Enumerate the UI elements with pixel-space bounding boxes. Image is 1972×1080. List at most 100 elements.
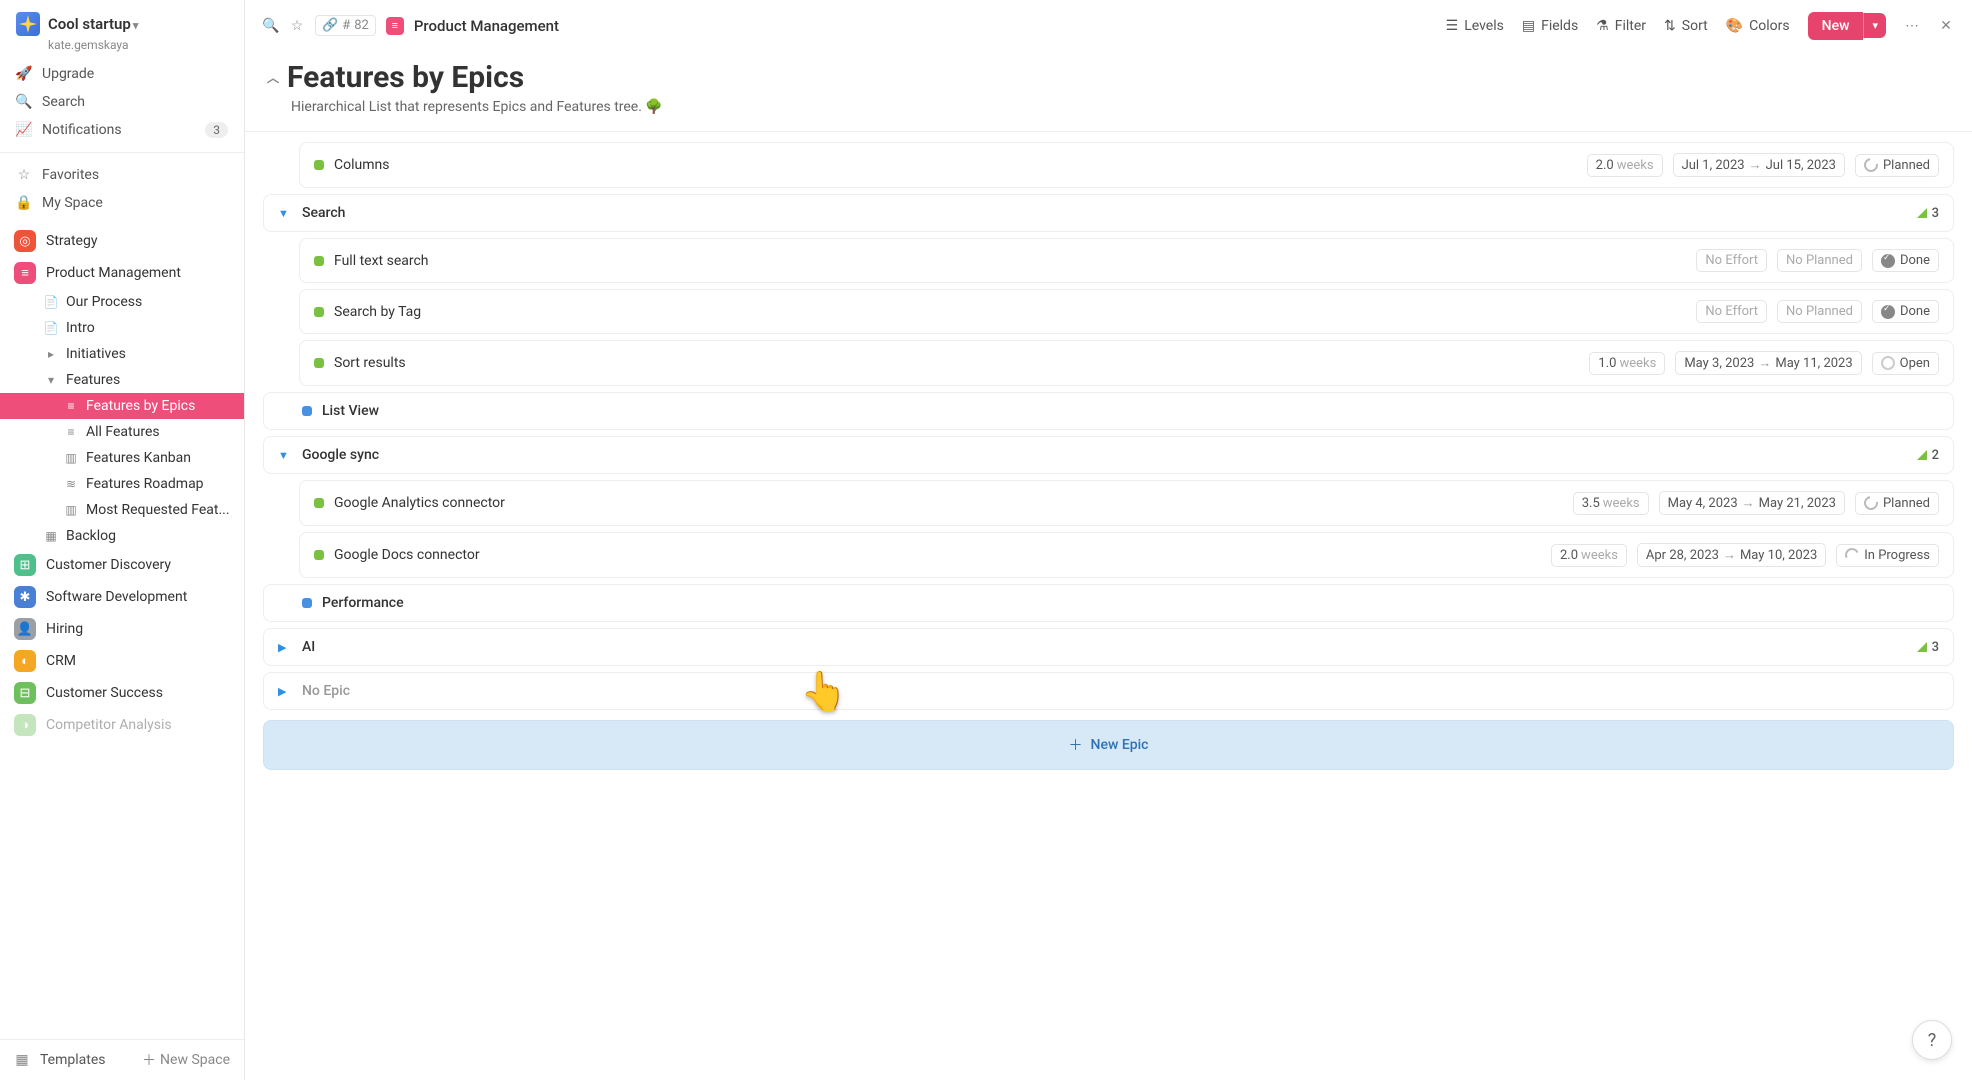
feature-row[interactable]: Search by TagNo EffortNo PlannedDone	[299, 289, 1954, 334]
epic-row[interactable]: Performance	[263, 584, 1954, 622]
tree-item[interactable]: ▦Backlog	[0, 523, 244, 549]
child-count: 3	[1917, 206, 1939, 221]
status-icon	[1861, 493, 1880, 512]
star-icon: ☆	[16, 167, 32, 183]
space-label: Product Management	[46, 265, 181, 281]
status-pill: Planned	[1855, 492, 1939, 515]
feature-row[interactable]: Columns2.0weeksJul 1, 2023→Jul 15, 2023P…	[299, 142, 1954, 188]
levels-button[interactable]: ☰Levels	[1446, 18, 1504, 34]
date-pill: Apr 28, 2023→May 10, 2023	[1637, 543, 1826, 567]
nav-favorites[interactable]: ☆Favorites	[0, 161, 244, 189]
status-icon	[1881, 254, 1895, 268]
feature-row[interactable]: Sort results1.0weeksMay 3, 2023→May 11, …	[299, 340, 1954, 386]
space-icon: ◑	[14, 714, 36, 736]
tree-item[interactable]: ▸Initiatives	[0, 341, 244, 367]
space-item-strategy[interactable]: ◎Strategy	[0, 225, 244, 257]
colors-button[interactable]: 🎨Colors	[1726, 18, 1790, 34]
expand-icon[interactable]: ▶	[278, 641, 292, 654]
expand-icon[interactable]: ▶	[278, 685, 292, 698]
space-label: CRM	[46, 653, 76, 669]
tree-icon: 📄	[44, 321, 58, 335]
feature-dot-icon	[314, 358, 324, 368]
status-pill: Done	[1872, 249, 1939, 272]
tree-icon: ▸	[44, 347, 58, 361]
space-item-crm[interactable]: ◐CRM	[0, 645, 244, 677]
sort-icon: ⇅	[1664, 18, 1676, 34]
epic-row[interactable]: ▼Search3	[263, 194, 1954, 232]
fields-button[interactable]: ▤Fields	[1522, 18, 1578, 34]
more-icon[interactable]: ⋯	[1904, 18, 1920, 34]
filter-button[interactable]: ⚗Filter	[1596, 18, 1646, 34]
status-icon	[1881, 305, 1895, 319]
collapse-caret-icon[interactable]: ︿	[267, 69, 279, 86]
epic-row[interactable]: ▼Google sync2	[263, 436, 1954, 474]
feature-row[interactable]: Google Docs connector2.0weeksApr 28, 202…	[299, 532, 1954, 578]
tree-item[interactable]: ▾Features	[0, 367, 244, 393]
expand-icon[interactable]: ▼	[278, 449, 292, 462]
nav-myspace[interactable]: 🔒My Space	[0, 189, 244, 217]
breadcrumb[interactable]: Product Management	[414, 17, 559, 35]
nav-upgrade[interactable]: 🚀Upgrade	[0, 60, 244, 88]
row-title: List View	[322, 403, 379, 419]
row-title: Columns	[334, 157, 389, 173]
effort-pill: 1.0weeks	[1589, 352, 1665, 375]
row-title: AI	[302, 639, 315, 655]
row-title: Performance	[322, 595, 404, 611]
close-icon[interactable]: ✕	[1938, 18, 1954, 34]
tree-subitem[interactable]: ▥Features Kanban	[0, 445, 244, 471]
tree-subitem[interactable]: ▥Most Requested Feat...	[0, 497, 244, 523]
main-area: 🔍 ☆ 🔗#82 ≡ Product Management ☰Levels ▤F…	[245, 0, 1972, 1080]
epic-row[interactable]: List View	[263, 392, 1954, 430]
templates-link[interactable]: Templates	[40, 1052, 106, 1068]
space-item-hiring[interactable]: 👤Hiring	[0, 613, 244, 645]
space-item-product-management[interactable]: ≡ Product Management	[0, 257, 244, 289]
feature-row[interactable]: Full text searchNo EffortNo PlannedDone	[299, 238, 1954, 283]
space-icon: ≡	[14, 262, 36, 284]
templates-icon: ▦	[14, 1052, 30, 1068]
feature-row[interactable]: Google Analytics connector3.5weeksMay 4,…	[299, 480, 1954, 526]
triangle-icon	[1917, 208, 1927, 218]
space-icon: ⊟	[14, 682, 36, 704]
tree-subitem[interactable]: ≋Features Roadmap	[0, 471, 244, 497]
sort-button[interactable]: ⇅Sort	[1664, 18, 1708, 34]
new-space-button[interactable]: ＋New Space	[142, 1050, 230, 1070]
space-item-customer-success[interactable]: ⊟Customer Success	[0, 677, 244, 709]
space-item-software-development[interactable]: ✱Software Development	[0, 581, 244, 613]
filter-icon: ⚗	[1596, 18, 1609, 34]
effort-pill: 3.5weeks	[1573, 492, 1649, 515]
row-title: Sort results	[334, 355, 406, 371]
space-label: Hiring	[46, 621, 83, 637]
no-effort-pill: No Effort	[1696, 300, 1767, 323]
tree-subitem[interactable]: ≡Features by Epics	[0, 393, 244, 419]
new-button[interactable]: New ▾	[1808, 12, 1886, 40]
effort-pill: 2.0weeks	[1551, 544, 1627, 567]
help-button[interactable]: ?	[1912, 1020, 1952, 1060]
feature-dot-icon	[314, 498, 324, 508]
space-item-customer-discovery[interactable]: ⊞Customer Discovery	[0, 549, 244, 581]
no-planned-pill: No Planned	[1777, 300, 1862, 323]
expand-icon[interactable]: ▼	[278, 207, 292, 220]
row-title: Full text search	[334, 253, 429, 269]
nav-search[interactable]: 🔍Search	[0, 88, 244, 116]
tree-icon: ▥	[64, 451, 78, 465]
triangle-icon	[1917, 642, 1927, 652]
feature-dot-icon	[314, 307, 324, 317]
epic-row[interactable]: ▶No Epic	[263, 672, 1954, 710]
space-label: Software Development	[46, 589, 187, 605]
feature-dot-icon	[314, 550, 324, 560]
epic-row[interactable]: ▶AI3	[263, 628, 1954, 666]
tree-icon: ≋	[64, 477, 78, 491]
search-icon[interactable]: 🔍	[263, 18, 279, 34]
tree-item[interactable]: 📄Our Process	[0, 289, 244, 315]
space-item-competitor-analysis[interactable]: ◑Competitor Analysis	[0, 709, 244, 741]
tree-item[interactable]: 📄Intro	[0, 315, 244, 341]
entity-id-chip[interactable]: 🔗#82	[315, 15, 376, 36]
space-icon: ⊞	[14, 554, 36, 576]
page-description: Hierarchical List that represents Epics …	[291, 99, 1950, 115]
tree-subitem[interactable]: ≡All Features	[0, 419, 244, 445]
new-epic-button[interactable]: ＋New Epic	[263, 720, 1954, 770]
star-outline-icon[interactable]: ☆	[289, 18, 305, 34]
new-dropdown[interactable]: ▾	[1863, 13, 1886, 38]
row-title: Google sync	[302, 447, 379, 463]
nav-notifications[interactable]: 📈Notifications3	[0, 116, 244, 144]
